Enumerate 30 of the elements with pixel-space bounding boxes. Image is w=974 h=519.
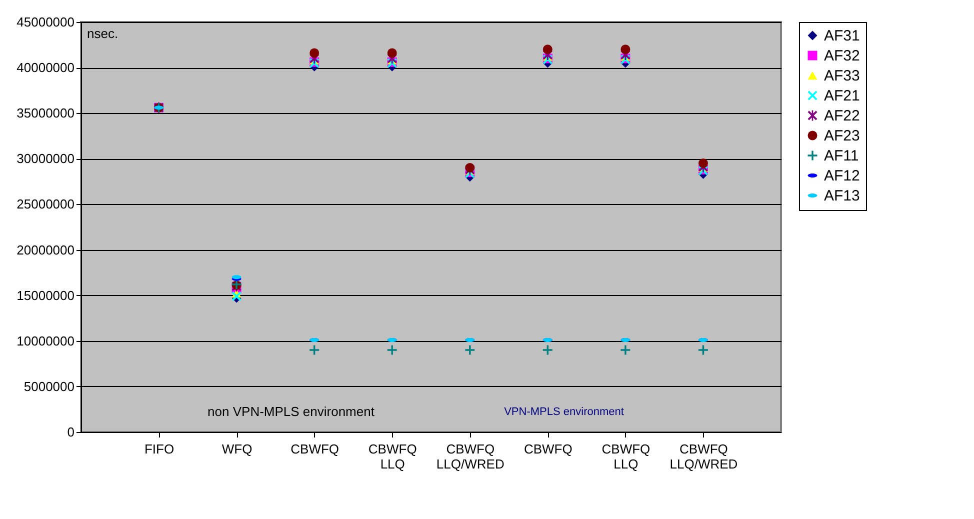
annotation: nsec. — [87, 26, 118, 41]
x-tick-label: CBWFQ LLQ/WRED — [670, 442, 738, 472]
annotation: non VPN-MPLS environment — [208, 404, 375, 419]
y-tick-label: 30000000 — [16, 151, 74, 166]
x-tick-label: CBWFQ LLQ/WRED — [436, 442, 504, 472]
annotation: VPN-MPLS environment — [504, 406, 624, 418]
y-tick-label: 20000000 — [16, 242, 74, 258]
x-tick-label: CBWFQ — [290, 442, 340, 456]
legend-label: AF23 — [824, 128, 860, 144]
y-tick-label: 25000000 — [16, 196, 74, 212]
x-tick-label: CBWFQ LLQ — [368, 442, 417, 472]
legend-label: AF31 — [824, 28, 860, 44]
y-tick-label: 15000000 — [16, 288, 74, 303]
x-tick-label: FIFO — [144, 442, 174, 456]
legend-label: AF32 — [824, 48, 860, 64]
legend-label: AF11 — [824, 148, 859, 164]
y-tick-label: 0 — [67, 424, 74, 440]
y-tick-label: 10000000 — [16, 333, 74, 348]
legend-label: AF12 — [824, 168, 860, 184]
x-tick-label: CBWFQ — [524, 442, 572, 456]
legend-label: AF33 — [824, 68, 860, 84]
legend-label: AF13 — [824, 188, 860, 204]
y-tick-label: 5000000 — [24, 378, 74, 394]
x-tick-label: CBWFQ LLQ — [602, 442, 650, 472]
legend-label: AF22 — [824, 108, 860, 124]
x-tick-label: WFQ — [222, 442, 252, 456]
y-tick-label: 35000000 — [16, 106, 74, 121]
legend-label: AF21 — [824, 88, 860, 104]
y-tick-label: 40000000 — [16, 60, 74, 76]
y-tick-label: 45000000 — [16, 14, 74, 30]
